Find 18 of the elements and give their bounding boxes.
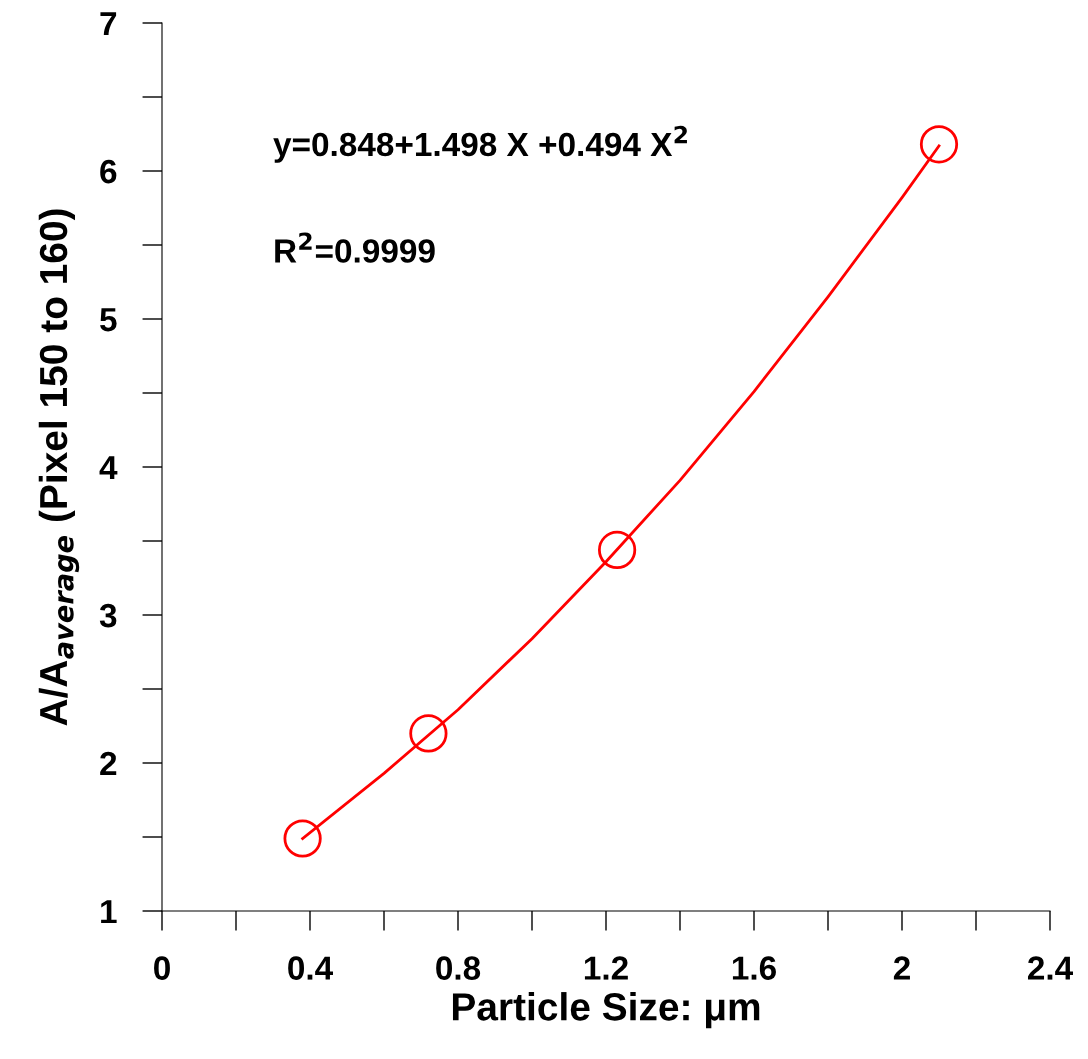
y-tick-label: 6 xyxy=(100,159,117,184)
y-tick-label: 4 xyxy=(99,456,118,480)
y-tick-label: 3 xyxy=(99,603,117,628)
x-tick-label: 2.4 xyxy=(1027,956,1073,980)
x-tick-label: 0.8 xyxy=(436,956,481,980)
annotation: y=0.848+1.498 X +0.494 X$^{2}$ xyxy=(273,125,687,163)
x-axis-title: Particle Size: μm xyxy=(452,992,760,1029)
x-tick-label: 0.4 xyxy=(288,956,333,980)
y-tick-label: 7 xyxy=(100,12,117,36)
y-tick-label: 2 xyxy=(100,751,117,776)
y-axis-title: A/A$_{average}$ (Pixel 150 to 160) xyxy=(38,209,80,726)
x-tick-label: 2 xyxy=(893,956,910,980)
x-tick-label: 1.6 xyxy=(732,956,776,980)
annotation: R$^{2}$=0.9999 xyxy=(275,232,435,263)
y-tick-label: 5 xyxy=(100,308,117,332)
y-tick-label: 1 xyxy=(101,900,117,924)
x-tick-label: 0 xyxy=(154,956,170,980)
x-tick-label: 1.2 xyxy=(584,956,628,980)
